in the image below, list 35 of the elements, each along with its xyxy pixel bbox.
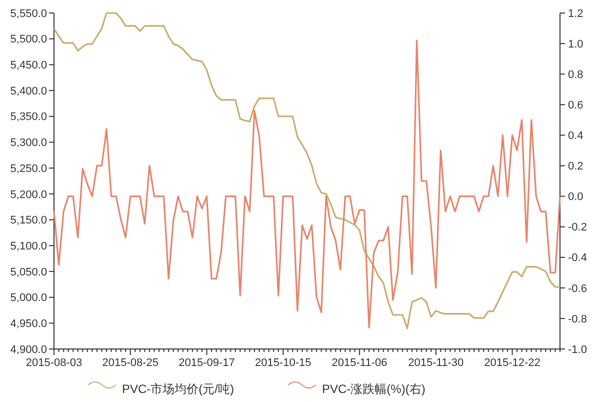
y2-tick-label: 0.4: [568, 130, 584, 142]
y2-tick-label: 0.8: [568, 68, 584, 81]
y-tick-label: 5,100.0: [10, 240, 47, 252]
y2-tick-label: -0.8: [568, 313, 587, 326]
y-tick-label: 5,300.0: [10, 137, 47, 150]
x-tick-label: 2015-12-22: [484, 357, 540, 369]
y2-tick-label: -0.2: [568, 222, 587, 234]
y2-tick-label: 1.0: [568, 38, 584, 50]
y-tick-label: 5,150.0: [10, 214, 47, 227]
legend-label: PVC-市场均价(元/吨): [122, 382, 234, 396]
y2-tick-label: 0.2: [568, 160, 584, 173]
x-tick-label: 2015-10-15: [254, 357, 312, 369]
y2-tick-label: 0.0: [568, 191, 584, 204]
y2-tick-label: 1.2: [568, 8, 584, 20]
y-tick-label: 5,500.0: [10, 34, 47, 46]
y-tick-label: 5,200.0: [10, 188, 47, 201]
x-tick-label: 2015-09-17: [178, 357, 235, 369]
y-tick-label: 4,900.0: [10, 344, 47, 356]
y-tick-label: 5,400.0: [10, 85, 47, 98]
x-tick-label: 2015-08-03: [26, 357, 82, 369]
x-tick-label: 2015-08-25: [102, 357, 159, 369]
y-tick-label: 5,550.0: [10, 8, 47, 20]
y2-tick-label: -1.0: [568, 344, 587, 356]
y-tick-label: 4,950.0: [10, 318, 47, 330]
y-tick-label: 5,250.0: [10, 162, 47, 175]
y-tick-label: 5,450.0: [10, 60, 47, 72]
y2-tick-label: 0.6: [568, 99, 584, 112]
legend-label: PVC-涨跌幅(%)(右): [322, 382, 426, 396]
y2-tick-label: -0.4: [568, 252, 587, 264]
y-tick-label: 5,350.0: [10, 111, 47, 124]
y-tick-label: 5,050.0: [10, 266, 47, 278]
y-tick-label: 5,000.0: [10, 292, 47, 304]
x-tick-label: 2015-11-06: [332, 357, 388, 369]
y2-tick-label: -0.6: [568, 282, 587, 295]
x-tick-label: 2015-11-30: [408, 357, 464, 369]
